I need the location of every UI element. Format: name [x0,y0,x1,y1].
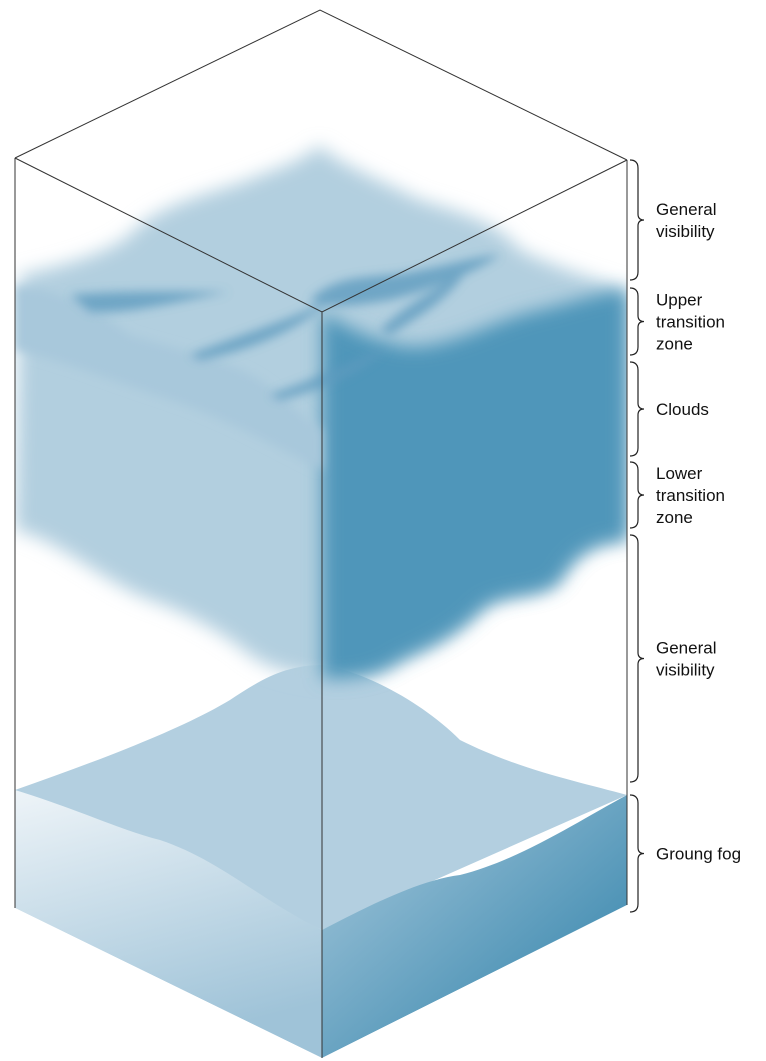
cloud-right [322,290,627,679]
zone-label: General [656,200,716,219]
streaks [70,255,500,400]
zone-label: Clouds [656,400,709,419]
cloud-ridge [15,285,322,470]
fills [15,145,627,1058]
fog-left [15,790,322,1058]
brace [629,794,645,913]
zone-label: transition [656,313,725,332]
zone-label: Upper [656,291,703,310]
brace [629,461,645,529]
zone-label: transition [656,486,725,505]
brace [629,159,645,281]
zone-label: Groung fog [656,845,741,864]
zone-label: General [656,639,716,658]
brace [629,361,645,457]
braces [629,159,645,913]
zone-label: zone [656,508,693,527]
brace [629,287,645,356]
fog-top [15,665,627,930]
zone-label: Lower [656,464,703,483]
zone-label: zone [656,335,693,354]
zone-label: visibility [656,222,715,241]
box-edges [14,9,628,1058]
brace [629,534,645,783]
zone-label: visibility [656,661,715,680]
fog-right [322,795,627,1058]
labels: General visibility Upper transition zone Clou… [656,200,741,864]
